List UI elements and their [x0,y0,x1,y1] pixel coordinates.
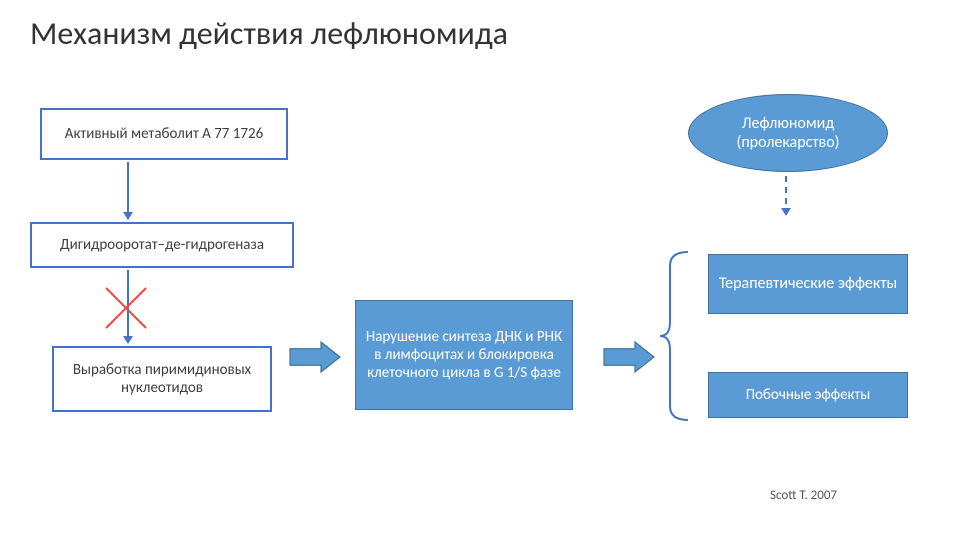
ellipse-prodrug: Лефлюномид (пролекарство) [688,94,888,172]
box-nucleotides: Выработка пиримидиновых нуклеотидов [52,346,272,412]
citation: Scott T. 2007 [770,488,837,503]
box-side-effects: Побочные эффекты [708,372,908,418]
box-metabolite: Активный метаболит А 77 1726 [40,108,288,160]
slide-title: Механизм действия лефлюномида [30,14,508,53]
slide-root: { "title": { "text": "Механизм действия … [0,0,960,540]
box-therapeutic-effects: Терапевтические эффекты [708,254,908,314]
box-enzyme: Дигидрооротат–де-гидрогеназа [30,222,294,268]
box-dna-disruption: Нарушение синтеза ДНК и РНК в лимфоцитах… [355,300,573,410]
